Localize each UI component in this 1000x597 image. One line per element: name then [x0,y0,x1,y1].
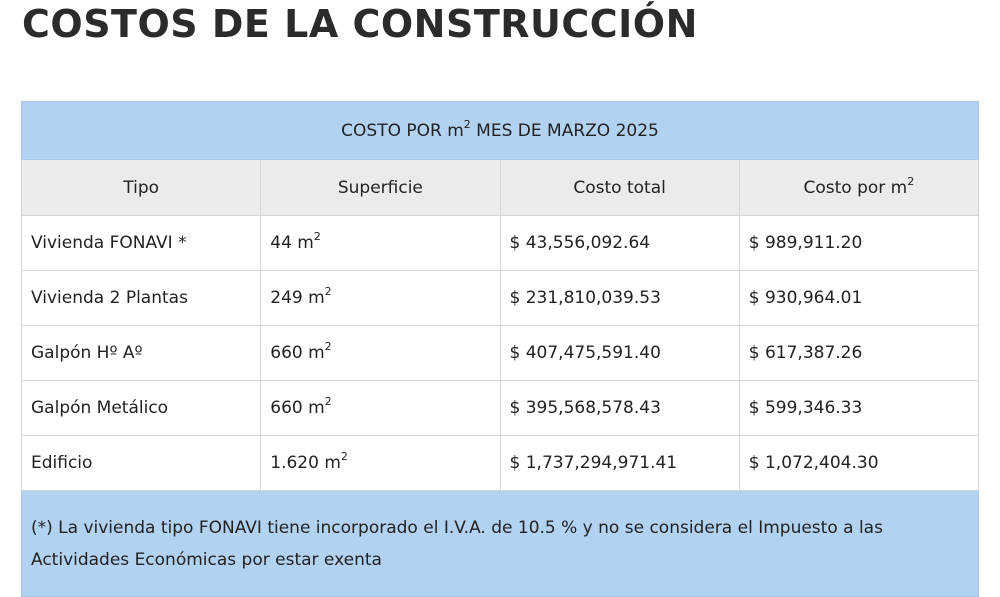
cost-table: COSTO POR m2 MES DE MARZO 2025 Tipo Supe… [20,101,980,597]
caption-suffix: MES DE MARZO 2025 [470,120,659,141]
cell-costo-total: $ 1,737,294,971.41 [499,435,740,491]
unit-sup: 2 [324,340,332,353]
table-row: Galpón Hº Aº 660 m2 $ 407,475,591.40 $ 6… [20,325,980,381]
caption-sup: 2 [463,117,471,131]
cell-costo-m2: $ 989,911.20 [738,215,980,271]
cell-superficie: 660 m2 [260,325,501,381]
table-row: Vivienda FONAVI * 44 m2 $ 43,556,092.64 … [20,215,980,271]
column-header-costo-total: Costo total [499,159,740,216]
footnote: (*) La vivienda tipo FONAVI tiene incorp… [21,490,979,597]
table-caption-row: COSTO POR m2 MES DE MARZO 2025 [21,101,979,160]
cell-tipo: Edificio [20,435,262,491]
column-header-superficie: Superficie [260,159,501,216]
cell-tipo: Vivienda 2 Plantas [20,270,262,326]
table-row: Edificio 1.620 m2 $ 1,737,294,971.41 $ 1… [20,435,980,491]
column-header-costo-m2: Costo por m2 [738,159,980,216]
superficie-value: 44 [270,233,292,253]
cell-tipo: Galpón Metálico [20,380,262,436]
superficie-value: 660 [270,343,303,363]
superficie-value: 249 [270,288,303,308]
cell-costo-m2: $ 930,964.01 [738,270,980,326]
cell-superficie: 249 m2 [260,270,501,326]
costo-m2-sup: 2 [907,174,915,188]
cell-superficie: 44 m2 [260,215,501,271]
page-title: COSTOS DE LA CONSTRUCCIÓN [22,2,698,46]
unit: m [324,453,341,473]
column-header-row: Tipo Superficie Costo total Costo por m2 [20,159,980,216]
cell-costo-m2: $ 599,346.33 [738,380,980,436]
column-header-tipo: Tipo [20,159,262,216]
superficie-value: 1.620 [270,453,319,473]
cell-costo-total: $ 395,568,578.43 [499,380,740,436]
footnote-row: (*) La vivienda tipo FONAVI tiene incorp… [21,490,979,597]
cell-tipo: Vivienda FONAVI * [20,215,262,271]
cell-costo-m2: $ 1,072,404.30 [738,435,980,491]
unit: m [308,288,325,308]
unit: m [297,233,314,253]
table-row: Vivienda 2 Plantas 249 m2 $ 231,810,039.… [20,270,980,326]
caption-prefix: COSTO POR m [341,120,464,141]
cell-tipo: Galpón Hº Aº [20,325,262,381]
cell-superficie: 660 m2 [260,380,501,436]
table-caption: COSTO POR m2 MES DE MARZO 2025 [21,101,979,160]
unit: m [308,343,325,363]
unit-sup: 2 [340,450,348,463]
cell-costo-total: $ 43,556,092.64 [499,215,740,271]
table-row: Galpón Metálico 660 m2 $ 395,568,578.43 … [20,380,980,436]
unit-sup: 2 [324,395,332,408]
superficie-value: 660 [270,398,303,418]
cell-costo-total: $ 231,810,039.53 [499,270,740,326]
unit-sup: 2 [313,230,321,243]
cell-costo-m2: $ 617,387.26 [738,325,980,381]
unit: m [308,398,325,418]
unit-sup: 2 [324,285,332,298]
cell-superficie: 1.620 m2 [260,435,501,491]
costo-m2-prefix: Costo por m [803,177,908,198]
cell-costo-total: $ 407,475,591.40 [499,325,740,381]
